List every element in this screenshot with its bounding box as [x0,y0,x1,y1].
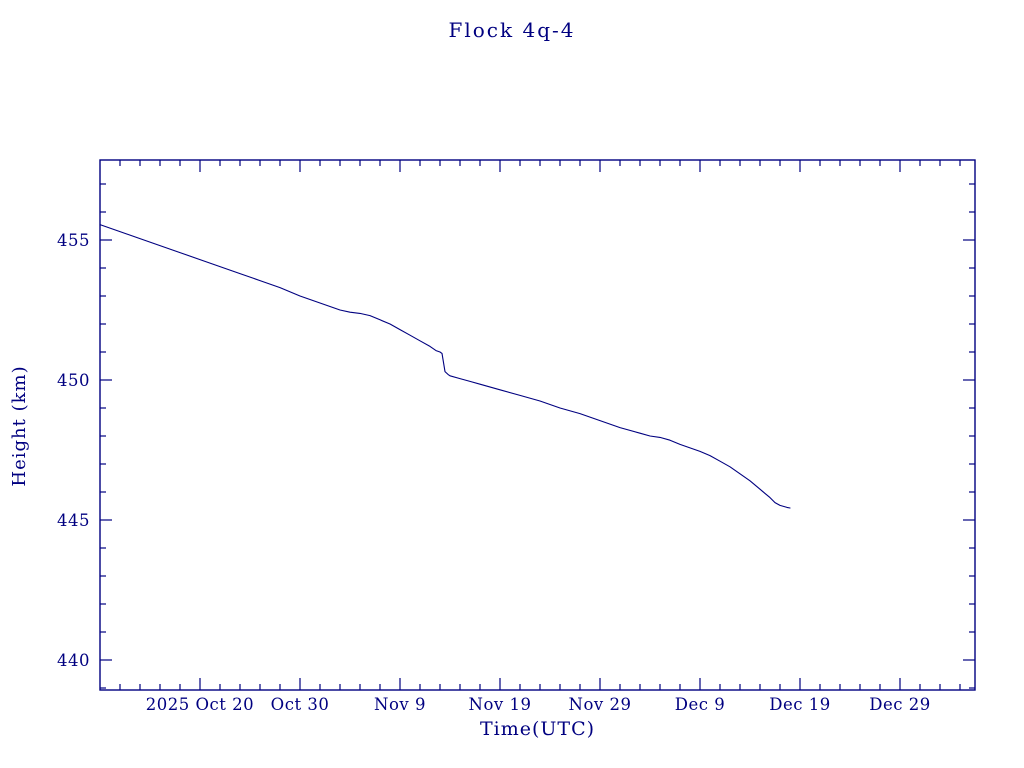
x-tick-label: Oct 30 [271,695,330,714]
x-tick-label: Nov 19 [469,695,532,714]
x-axis-label: Time(UTC) [479,718,596,740]
y-tick-label: 440 [57,651,90,670]
chart-title: Flock 4q-4 [448,18,576,42]
y-tick-label: 450 [57,371,90,390]
x-tick-label: Dec 19 [769,695,830,714]
y-tick-label: 445 [57,511,90,530]
x-tick-label: Dec 29 [869,695,930,714]
plot-frame [99,159,976,691]
x-tick-label: Dec 9 [675,695,725,714]
x-tick-label: 2025 Oct 20 [146,695,254,714]
x-tick-label: Nov 29 [569,695,632,714]
x-tick-label: Nov 9 [374,695,426,714]
y-tick-label: 455 [57,231,90,250]
height-series-line [99,224,791,509]
